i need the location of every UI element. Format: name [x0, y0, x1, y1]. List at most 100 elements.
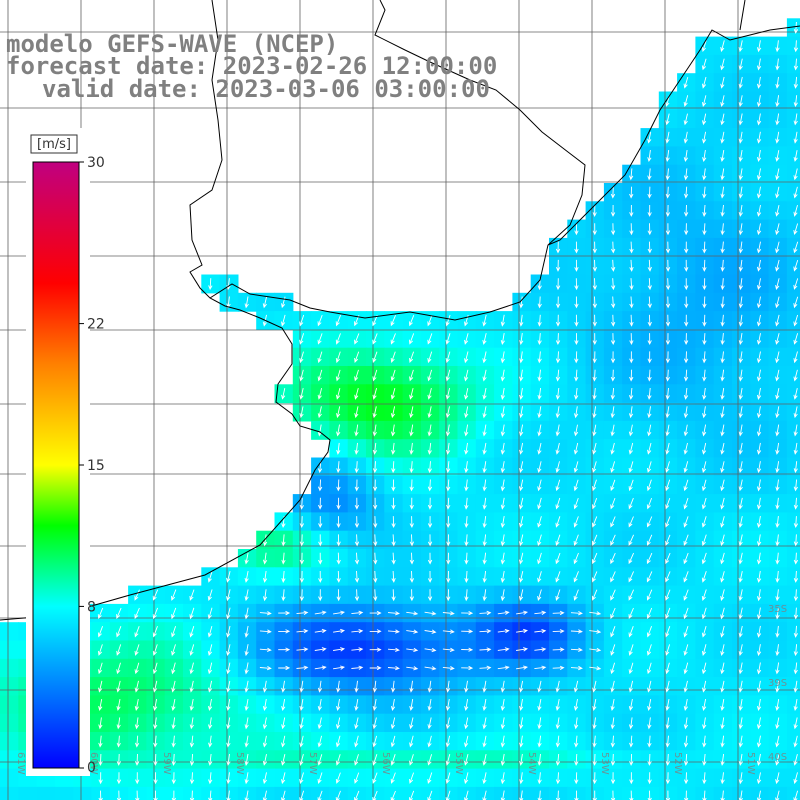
wind-arrow: [775, 625, 780, 638]
wind-arrow: [665, 150, 670, 163]
wind-arrow: [299, 406, 304, 419]
wind-cell: [329, 786, 349, 800]
wind-arrow: [573, 589, 579, 601]
wind-arrow: [793, 424, 798, 437]
wind-arrow: [592, 497, 598, 510]
wind-arrow: [665, 552, 671, 565]
wind-arrow: [683, 113, 688, 126]
wind-arrow: [464, 516, 469, 529]
wind-arrow: [299, 516, 304, 529]
longitude-label: 59W: [161, 752, 172, 775]
wind-arrow: [171, 680, 176, 693]
wind-arrow: [519, 406, 524, 419]
wind-arrow: [610, 497, 616, 510]
wind-arrow: [702, 699, 707, 712]
wind-arrow: [683, 571, 689, 583]
wind-arrow: [427, 442, 432, 455]
wind-arrow: [589, 647, 602, 653]
wind-arrow: [354, 570, 360, 583]
wind-arrow: [555, 589, 561, 601]
wind-arrow: [628, 662, 634, 675]
wind-arrow: [427, 424, 432, 437]
wind-arrow: [445, 753, 451, 766]
wind-arrow: [354, 333, 360, 345]
wind-arrow: [262, 296, 268, 309]
wind-arrow: [720, 735, 725, 748]
wind-arrow: [446, 497, 451, 510]
wind-cell: [786, 622, 800, 642]
wind-arrow: [555, 497, 561, 510]
wind-arrow: [756, 534, 762, 547]
wind-cell: [0, 732, 19, 751]
wind-arrow: [519, 351, 524, 364]
wind-arrow: [391, 589, 396, 602]
wind-arrow: [793, 204, 798, 217]
wind-arrow: [354, 589, 360, 602]
wind-arrow: [409, 680, 414, 693]
latitude-label: 35S: [768, 604, 787, 615]
wind-arrow: [775, 204, 780, 217]
wind-arrow: [336, 589, 341, 602]
wind-arrow: [574, 351, 579, 364]
wind-arrow: [738, 58, 743, 71]
wind-arrow: [573, 552, 579, 565]
wind-arrow: [738, 442, 743, 455]
wind-arrow: [775, 369, 780, 382]
wind-arrow: [519, 735, 524, 748]
wind-arrow: [372, 479, 378, 492]
wind-arrow: [427, 387, 432, 400]
wind-arrow: [756, 95, 762, 108]
wind-arrow: [793, 442, 798, 455]
wind-arrow: [336, 442, 341, 455]
title-model: modelo GEFS-WAVE (NCEP): [6, 30, 338, 58]
wind-arrow: [244, 680, 249, 693]
wind-arrow: [116, 772, 122, 785]
wind-arrow: [647, 369, 652, 382]
wind-arrow: [738, 113, 743, 126]
wind-arrow: [611, 278, 616, 291]
wind-arrow: [299, 552, 305, 565]
wind-arrow: [354, 534, 360, 547]
wind-arrow: [464, 369, 469, 382]
wind-arrow: [446, 479, 451, 492]
wind-arrow: [262, 772, 268, 785]
wind-arrow: [738, 95, 743, 107]
wind-arrow: [461, 610, 474, 616]
wind-arrow: [647, 406, 652, 419]
wind-arrow: [738, 76, 743, 89]
wind-arrow: [702, 753, 707, 766]
wind-arrow: [318, 516, 323, 529]
wind-arrow: [500, 717, 505, 730]
wind-arrow: [281, 570, 286, 583]
wind-arrow: [336, 570, 341, 583]
wind-arrow: [610, 406, 615, 419]
wind-arrow: [244, 552, 249, 565]
wind-arrow: [519, 461, 524, 473]
wind-arrow: [628, 680, 634, 693]
wind-cell: [786, 402, 800, 422]
wind-arrow: [314, 665, 327, 670]
wind-arrow: [683, 442, 688, 455]
wind-arrow: [647, 131, 652, 144]
wind-arrow: [720, 753, 725, 766]
wind-arrow: [354, 772, 360, 784]
wind-arrow: [500, 369, 505, 382]
wind-arrow: [720, 278, 725, 291]
wind-arrow: [500, 351, 505, 364]
wind-arrow: [756, 406, 762, 419]
wind-arrow: [665, 168, 670, 181]
wind-arrow: [702, 259, 707, 272]
wind-arrow: [628, 497, 634, 510]
wind-arrow: [610, 680, 615, 693]
wind-cell: [786, 585, 800, 605]
wind-arrow: [427, 516, 433, 529]
wind-cell: [347, 786, 367, 800]
wind-arrow: [98, 772, 103, 785]
wind-arrow: [665, 113, 670, 126]
wind-arrow: [701, 479, 707, 492]
wind-arrow: [408, 333, 415, 345]
wind-arrow: [573, 534, 579, 546]
wind-arrow: [281, 296, 286, 309]
wind-arrow: [683, 369, 689, 382]
wind-arrow: [720, 424, 725, 437]
